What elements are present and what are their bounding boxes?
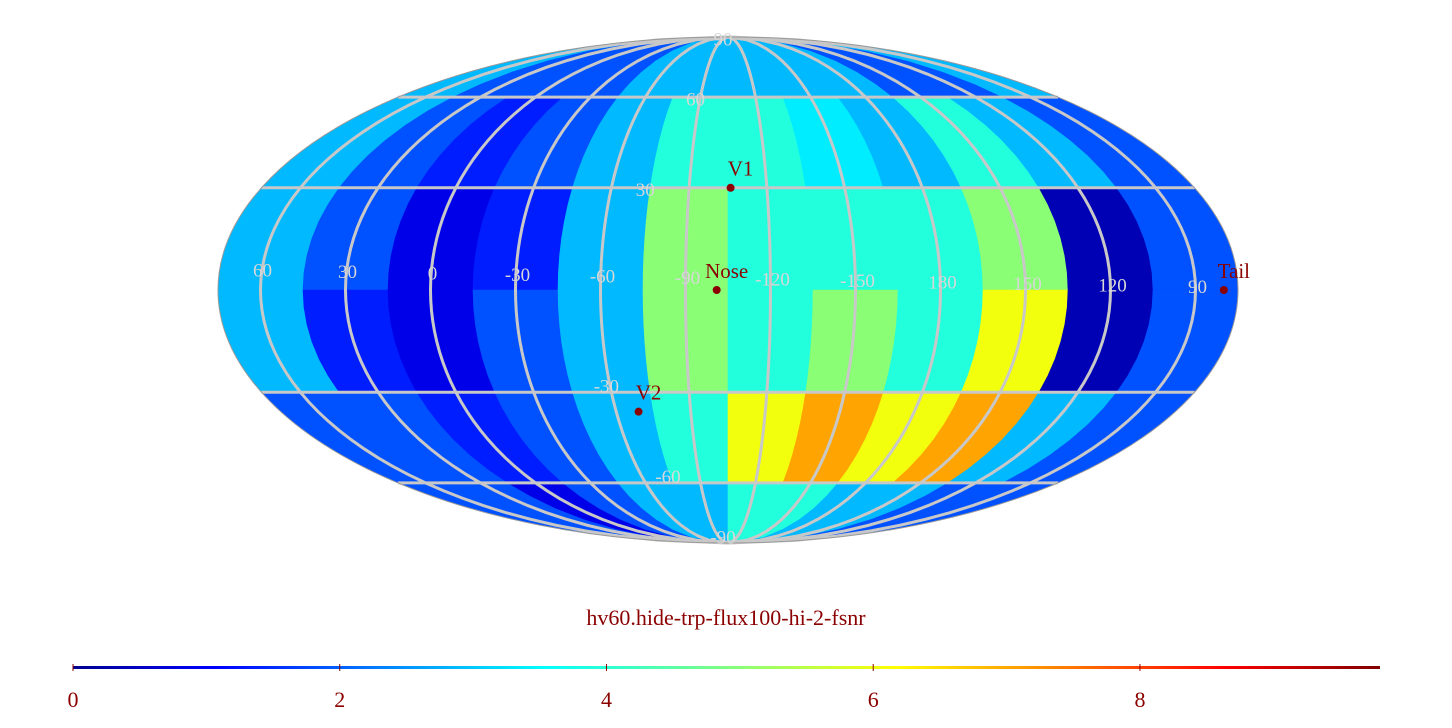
meridian-label: 90 [1188, 277, 1207, 298]
map-title: hv60.hide-trp-flux100-hi-2-fsnr [586, 605, 866, 630]
point-marker [712, 286, 721, 294]
meridian-label: -90 [675, 268, 700, 289]
parallel-label: 30 [636, 180, 655, 201]
meridian-label: 150 [1013, 274, 1042, 295]
cell-layer [217, 36, 1239, 544]
point-label: V1 [728, 157, 754, 181]
point-marker [1219, 286, 1228, 294]
meridian-label: 180 [928, 272, 957, 293]
meridian-label: 0 [428, 263, 438, 284]
parallel-label: -60 [655, 467, 680, 488]
point-marker [634, 407, 643, 416]
point-label: Tail [1218, 259, 1251, 283]
colorbar [73, 666, 1380, 669]
colorbar-tick-label: 6 [868, 687, 879, 712]
point-label: V2 [636, 380, 662, 404]
meridian-label: 30 [338, 262, 357, 283]
colorbar-tick-label: 4 [601, 687, 612, 712]
parallel-label: -90 [710, 527, 735, 548]
parallel-label: 90 [714, 29, 733, 50]
meridian-label: 60 [253, 260, 272, 281]
labels: 60 30 0 -30 -60 -90 -120 -150 180 150 120 90 90 60 30 -… [253, 29, 1250, 548]
parallel-label: -30 [594, 377, 619, 398]
parallel-label: 60 [686, 89, 705, 110]
meridian-label: -60 [590, 266, 615, 287]
point-marker [726, 183, 735, 192]
colorbar-tick-label: 2 [334, 687, 345, 712]
colorbar-tick-label: 0 [68, 687, 79, 712]
map-border [217, 36, 1239, 544]
meridian-label: -30 [505, 265, 530, 286]
meridian-label: -120 [755, 269, 790, 290]
point-label: Nose [705, 259, 748, 283]
meridian-label: 120 [1098, 275, 1127, 296]
colorbar-tick-label: 8 [1134, 687, 1145, 712]
meridian-label: -150 [840, 271, 875, 292]
